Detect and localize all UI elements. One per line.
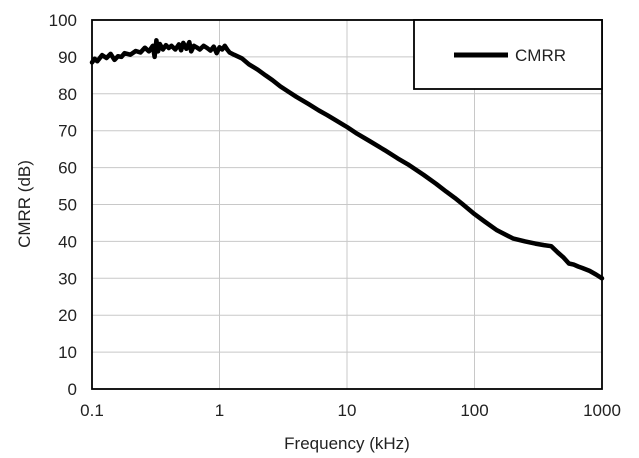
y-tick-label: 20: [58, 306, 77, 325]
legend-label: CMRR: [515, 46, 566, 65]
y-tick-label: 50: [58, 196, 77, 215]
y-tick-label: 40: [58, 232, 77, 251]
x-tick-label: 100: [460, 401, 488, 420]
series-line-cmrr: [89, 38, 605, 281]
x-tick-label: 0.1: [80, 401, 104, 420]
y-tick-label: 90: [58, 48, 77, 67]
y-tick-label: 60: [58, 159, 77, 178]
x-axis-label: Frequency (kHz): [284, 434, 410, 453]
series-layer: [89, 38, 605, 281]
y-tick-label: 30: [58, 269, 77, 288]
x-tick-label: 10: [338, 401, 357, 420]
y-tick-label: 70: [58, 122, 77, 141]
plot-frame: [91, 19, 603, 390]
x-tick-label: 1: [215, 401, 224, 420]
y-tick-label: 10: [58, 343, 77, 362]
x-tick-label: 1000: [583, 401, 621, 420]
y-tick-label: 0: [68, 380, 77, 399]
legend: CMRR: [413, 19, 603, 90]
tick-labels: 0 10 20 30 40 50 60 70 80 90 100 0.1 1 10 100 1000: [49, 11, 621, 420]
y-tick-label: 100: [49, 11, 77, 30]
y-axis-label: CMRR (dB): [15, 160, 34, 248]
y-tick-label: 80: [58, 85, 77, 104]
